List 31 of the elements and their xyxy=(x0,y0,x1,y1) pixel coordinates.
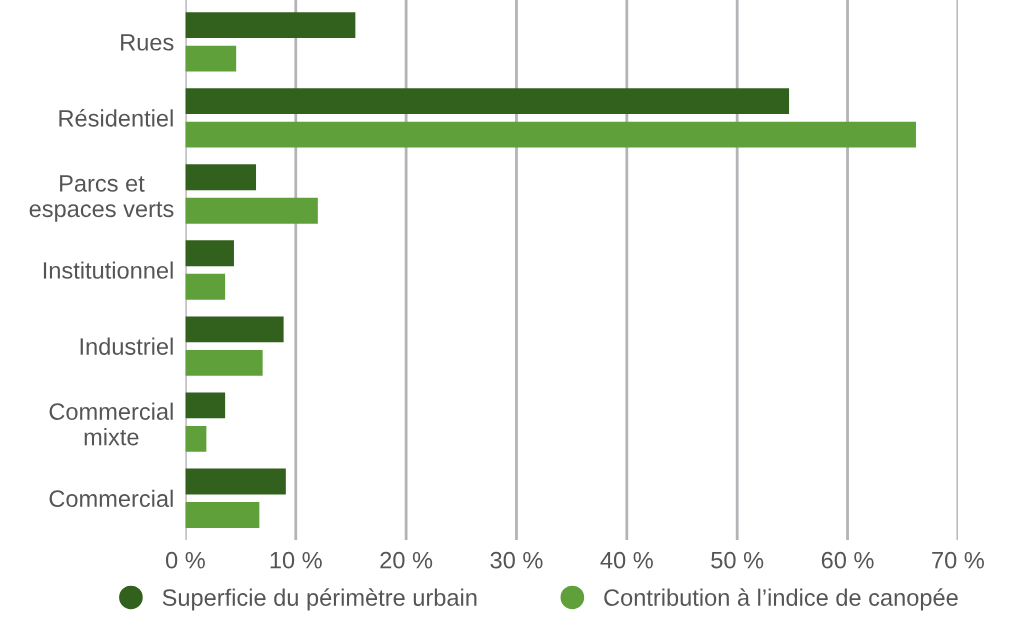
y-tick-label: Institutionnel xyxy=(43,261,173,279)
x-tick-label: 70 % xyxy=(932,551,984,569)
y-tick-label: Parcs et espaces verts xyxy=(29,175,174,222)
bar xyxy=(185,273,226,300)
legend-label: Contribution à l’indice de canopée xyxy=(604,588,958,611)
y-tick-label: Commercial mixte xyxy=(49,402,173,446)
y-tick-label: Rues xyxy=(121,34,174,51)
bar xyxy=(185,164,257,191)
x-tick-label: 30 % xyxy=(490,551,543,569)
bar xyxy=(185,45,237,72)
x-tick-label: 50 % xyxy=(711,551,764,569)
x-tick-label: 20 % xyxy=(380,551,433,569)
y-tick-label: Commercial xyxy=(49,489,173,508)
x-tick-label: 10 % xyxy=(270,551,322,569)
bar xyxy=(185,88,790,115)
legend-label: Superficie du périmètre urbain xyxy=(162,588,477,611)
bar xyxy=(185,349,263,376)
y-tick-label: Résidentiel xyxy=(59,109,173,127)
bar xyxy=(185,12,356,39)
bar xyxy=(185,316,284,343)
x-tick-label: 0 % xyxy=(165,551,205,569)
x-tick-label: 60 % xyxy=(821,551,874,569)
bar xyxy=(185,240,234,267)
bar xyxy=(185,425,207,452)
y-tick-label: Industriel xyxy=(80,337,173,355)
x-tick-label: 40 % xyxy=(600,551,653,569)
bar xyxy=(185,197,318,224)
bar xyxy=(185,121,916,148)
bar xyxy=(185,468,286,495)
bar xyxy=(185,392,226,419)
bar xyxy=(185,502,260,528)
